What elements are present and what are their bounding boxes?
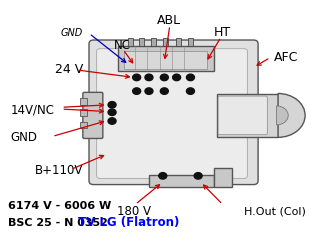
Bar [188,38,193,46]
Text: HT: HT [214,26,231,39]
Text: B+110V: B+110V [35,164,84,177]
Text: 6174 V - 6006 W: 6174 V - 6006 W [8,202,111,211]
Wedge shape [276,106,288,125]
Bar [149,175,213,187]
FancyBboxPatch shape [89,40,258,184]
Circle shape [133,74,141,81]
Bar [80,109,87,116]
Wedge shape [278,93,305,137]
Circle shape [159,173,167,179]
Circle shape [172,74,180,81]
Text: GND: GND [60,27,83,38]
Bar [217,93,278,137]
Text: NC: NC [114,39,131,51]
Bar [164,38,168,46]
Bar [80,121,87,129]
Circle shape [108,118,116,124]
Text: ABL: ABL [157,14,181,26]
Circle shape [187,88,195,94]
FancyBboxPatch shape [97,49,247,178]
Circle shape [187,74,195,81]
Bar [80,98,87,105]
FancyBboxPatch shape [83,92,103,138]
Circle shape [160,74,168,81]
FancyBboxPatch shape [218,96,267,135]
Bar [139,38,144,46]
Bar [128,38,133,46]
Circle shape [160,88,168,94]
Text: AFC: AFC [274,51,298,64]
Circle shape [194,173,202,179]
Text: TV LG (Flatron): TV LG (Flatron) [78,216,180,229]
Text: BSC 25 - N 0352: BSC 25 - N 0352 [8,218,108,228]
Bar [124,51,207,69]
Text: 14V/NC: 14V/NC [11,103,55,116]
Bar [176,38,180,46]
Circle shape [108,102,116,108]
Bar [118,46,213,71]
Bar [151,38,156,46]
Circle shape [108,109,116,115]
Text: H.Out (Col): H.Out (Col) [244,207,306,217]
Bar [213,168,232,187]
Text: GND: GND [11,131,38,144]
Text: 24 V: 24 V [55,64,84,76]
Text: 180 V: 180 V [116,205,151,218]
Circle shape [133,88,141,94]
Circle shape [145,74,153,81]
Circle shape [145,88,153,94]
